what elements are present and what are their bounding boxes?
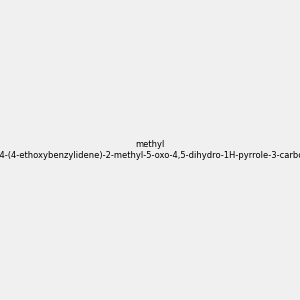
Text: methyl 1-allyl-4-(4-ethoxybenzylidene)-2-methyl-5-oxo-4,5-dihydro-1H-pyrrole-3-c: methyl 1-allyl-4-(4-ethoxybenzylidene)-2… [0,140,300,160]
